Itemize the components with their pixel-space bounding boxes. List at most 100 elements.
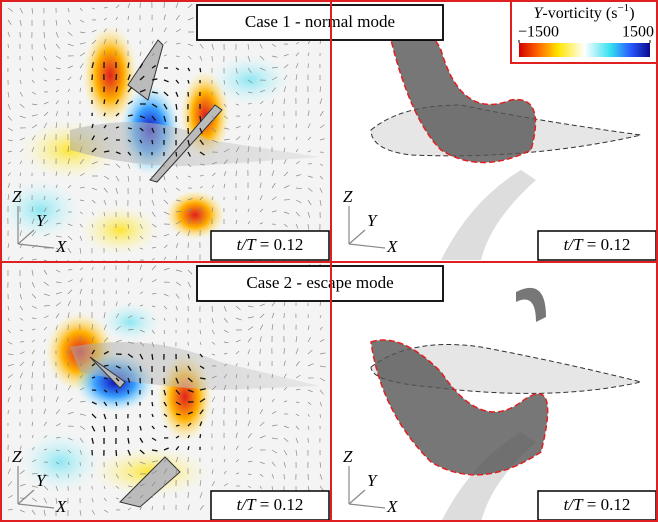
velocity-arrow <box>175 91 179 98</box>
velocity-arrow <box>271 99 275 105</box>
velocity-arrow <box>271 87 276 93</box>
velocity-arrow <box>115 86 119 93</box>
velocity-arrow <box>283 74 288 81</box>
velocity-arrow <box>91 336 94 343</box>
velocity-arrow <box>271 76 278 81</box>
velocity-arrow <box>187 281 192 288</box>
velocity-arrow <box>295 437 299 444</box>
velocity-arrow <box>151 425 155 430</box>
velocity-arrow <box>211 341 216 345</box>
velocity-arrow <box>283 185 290 189</box>
velocity-arrow <box>43 509 46 516</box>
axis-line <box>17 243 55 249</box>
velocity-arrow <box>79 387 85 391</box>
velocity-arrow <box>163 457 169 463</box>
axis-line <box>17 489 35 505</box>
velocity-arrow <box>139 494 144 499</box>
velocity-arrow <box>175 15 180 21</box>
velocity-arrow <box>211 353 216 356</box>
velocity-arrow <box>139 365 142 372</box>
velocity-arrow <box>127 365 132 371</box>
velocity-arrow <box>7 183 11 189</box>
velocity-arrow <box>307 425 310 430</box>
velocity-arrow <box>283 360 286 367</box>
velocity-arrow <box>19 137 26 141</box>
velocity-arrow <box>127 163 131 169</box>
velocity-arrow <box>295 361 300 367</box>
velocity-arrow <box>115 389 119 394</box>
velocity-arrow <box>43 473 49 477</box>
velocity-arrow <box>163 91 169 97</box>
colorbar-title: Y-vorticity (s−1) <box>533 2 634 22</box>
velocity-arrow <box>199 409 204 415</box>
velocity-arrow <box>55 247 62 252</box>
velocity-arrow <box>31 509 36 515</box>
velocity-arrow <box>319 86 322 93</box>
velocity-arrow <box>235 459 240 463</box>
velocity-arrow <box>223 305 227 312</box>
velocity-arrow <box>187 269 193 275</box>
velocity-arrow <box>115 339 122 343</box>
velocity-arrow <box>7 397 10 403</box>
velocity-arrow <box>175 389 181 395</box>
velocity-arrow <box>211 103 214 109</box>
velocity-arrow <box>151 103 158 108</box>
velocity-arrow <box>151 127 155 133</box>
velocity-arrow <box>19 329 24 332</box>
velocity-arrow <box>31 206 34 213</box>
velocity-arrow <box>307 363 314 367</box>
velocity-arrow <box>115 16 118 21</box>
velocity-arrow <box>199 55 203 61</box>
velocity-arrow <box>127 151 132 156</box>
velocity-arrow <box>103 50 106 57</box>
velocity-arrow <box>199 115 202 122</box>
velocity-arrow <box>7 194 10 201</box>
velocity-arrow <box>151 470 158 475</box>
velocity-arrow <box>187 79 190 84</box>
velocity-arrow <box>223 183 226 189</box>
velocity-arrow <box>151 265 157 271</box>
velocity-arrow <box>55 281 62 283</box>
velocity-arrow <box>175 305 178 311</box>
velocity-arrow <box>271 411 277 415</box>
velocity-arrow <box>127 247 131 252</box>
velocity-arrow <box>127 461 132 467</box>
velocity-arrow <box>31 269 34 276</box>
velocity-arrow <box>151 91 158 94</box>
axis-label: X <box>386 237 398 256</box>
velocity-arrow <box>223 127 230 130</box>
velocity-arrow <box>163 79 169 83</box>
velocity-arrow <box>31 159 33 165</box>
velocity-arrow <box>67 398 73 403</box>
velocity-arrow <box>79 7 83 12</box>
velocity-arrow <box>283 159 287 165</box>
velocity-arrow <box>91 437 94 444</box>
velocity-arrow <box>19 361 25 367</box>
velocity-arrow <box>127 291 130 295</box>
velocity-arrow <box>115 112 120 117</box>
velocity-arrow <box>163 175 166 181</box>
velocity-arrow <box>103 350 109 355</box>
velocity-arrow <box>151 187 154 194</box>
velocity-arrow <box>115 175 120 182</box>
velocity-arrow <box>247 305 254 308</box>
velocity-arrow <box>151 317 156 321</box>
velocity-arrow <box>199 196 204 201</box>
velocity-arrow <box>211 396 216 403</box>
velocity-arrow <box>43 408 46 415</box>
velocity-arrow <box>295 123 297 129</box>
velocity-arrow <box>7 91 10 98</box>
vorticity-patch <box>80 205 160 255</box>
velocity-arrow <box>67 411 74 415</box>
velocity-arrow <box>31 79 35 83</box>
velocity-arrow <box>223 341 229 344</box>
velocity-arrow <box>259 473 264 478</box>
velocity-arrow <box>295 211 301 217</box>
velocity-arrow <box>127 74 131 81</box>
velocity-arrow <box>139 483 145 487</box>
velocity-arrow <box>175 151 178 157</box>
velocity-arrow <box>259 485 262 489</box>
velocity-arrow <box>43 111 49 117</box>
velocity-arrow <box>115 28 118 33</box>
velocity-arrow <box>271 449 278 454</box>
